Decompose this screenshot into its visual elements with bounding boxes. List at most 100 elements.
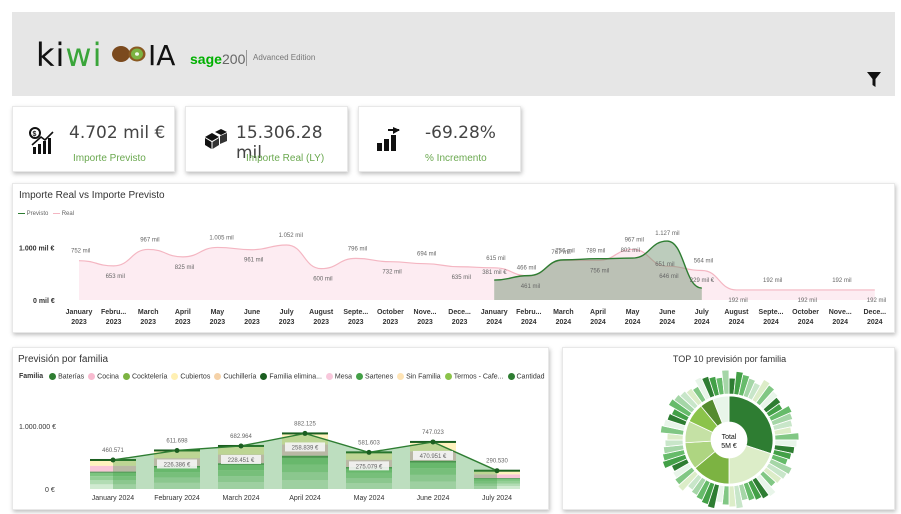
x-tick-year: 2024 xyxy=(625,319,641,326)
x-tick-month: June xyxy=(244,309,260,316)
stacked-bar-segment xyxy=(154,450,200,459)
legend-item[interactable]: Sartenes xyxy=(356,373,393,380)
legend-label: Cocktelería xyxy=(131,373,168,381)
cantidad-point xyxy=(238,443,244,449)
x-tick-label: January 2024 xyxy=(92,495,135,502)
y-tick-label: 1.000.000 € xyxy=(19,424,56,431)
chart-top10-familia[interactable]: TOP 10 previsión por familia Total 5M € xyxy=(562,347,895,510)
kiwi-fruit-icon xyxy=(112,46,146,62)
legend-dot-icon xyxy=(507,373,515,380)
kpi-incremento[interactable]: -69.28% % Incremento xyxy=(358,106,521,172)
header-banner: kiwi IA sage 200 Advanced Edition xyxy=(12,12,895,96)
stacked-bar-segment xyxy=(410,460,456,463)
sartenes-data-label: 258.839 € xyxy=(292,445,319,451)
stacked-bar-segment xyxy=(218,482,264,489)
x-tick-year: 2024 xyxy=(556,319,572,326)
previsto-data-label: 802 mil xyxy=(621,248,640,254)
x-tick-month: July xyxy=(695,309,709,316)
x-tick-month: Febru... xyxy=(516,309,541,316)
legend-dot-icon xyxy=(325,373,333,380)
x-tick-year: 2023 xyxy=(140,319,156,326)
real-data-label: 564 mil xyxy=(694,258,713,264)
data-label-bg xyxy=(285,442,325,452)
x-tick-year: 2023 xyxy=(210,319,226,326)
stacked-bar-segment xyxy=(282,433,328,445)
legend-item[interactable]: Baterías xyxy=(49,373,84,380)
y-tick-label: 1.000 mil € xyxy=(19,246,55,253)
legend-dot-icon xyxy=(397,373,405,380)
chart-title: Previsión por familia xyxy=(18,354,109,365)
real-data-label: 600 mil xyxy=(313,277,332,283)
center-value: 5M € xyxy=(721,443,737,450)
x-tick-year: 2023 xyxy=(71,319,87,326)
legend-real: Real xyxy=(61,211,75,217)
kpi-label: Importe Real (LY) xyxy=(246,153,325,164)
real-data-label: 192 mil xyxy=(798,298,817,304)
legend-item[interactable]: Mesa xyxy=(325,373,352,380)
stacked-bar-segment xyxy=(410,441,456,452)
x-tick-month: August xyxy=(309,309,334,316)
family-legend: Familia Baterías Cocina Cocktelería Cubiert… xyxy=(19,373,549,380)
sartenes-data-label: 228.451 € xyxy=(228,458,255,464)
stacked-bar-segment xyxy=(474,480,520,484)
sage-edition: Advanced Edition xyxy=(253,53,316,62)
stacked-bar-segment xyxy=(218,445,264,455)
real-data-label: 192 mil xyxy=(832,278,851,284)
stacked-bar-segment xyxy=(282,472,328,481)
x-tick-label: April 2024 xyxy=(289,495,321,502)
legend-item[interactable]: Cocina xyxy=(88,373,119,380)
x-tick-month: May xyxy=(211,309,225,316)
sage-logo: sage xyxy=(190,51,222,67)
stacked-bar-segment xyxy=(90,472,136,477)
y-tick-label: 0 € xyxy=(45,487,55,494)
previsto-area xyxy=(494,241,702,300)
legend-item[interactable]: Cantidad xyxy=(507,373,545,380)
stacked-bar-segment xyxy=(218,476,264,483)
line-area-chart: 1.000 mil € 0 mil € 752 mil 653 mil 967 mil 8… xyxy=(19,231,886,326)
cantidad-point xyxy=(174,447,180,453)
x-tick-label: May 2024 xyxy=(354,495,385,502)
legend-item[interactable]: Termos - Cafe... xyxy=(444,373,504,380)
legend-dot-icon xyxy=(171,373,179,380)
stacked-bar-segment xyxy=(282,455,328,458)
stacked-bar-segment xyxy=(218,463,264,465)
real-data-label: 961 mil xyxy=(244,258,263,264)
kpi-importe-previsto[interactable]: $ 4.702 mil € Importe Previsto xyxy=(12,106,175,172)
legend-item[interactable]: Sin Familia xyxy=(397,373,441,380)
legend-item[interactable]: Familia elimina... xyxy=(260,373,322,380)
x-tick-year: 2024 xyxy=(659,319,675,326)
stacked-bar-segment xyxy=(90,484,136,489)
total-data-label: 682.964 xyxy=(230,434,252,440)
total-data-label: 747.023 xyxy=(422,430,444,436)
x-tick-month: August xyxy=(724,309,749,316)
filter-icon[interactable] xyxy=(867,72,881,88)
legend-title: Familia xyxy=(19,373,44,381)
stacked-bar-segment xyxy=(410,468,456,475)
legend-dot-icon xyxy=(356,373,364,380)
stacked-bar-segment xyxy=(410,474,456,482)
previsto-data-label: 229 mil € xyxy=(690,278,715,284)
chart-real-vs-previsto[interactable]: Importe Real vs Importe Previsto Previst… xyxy=(12,183,895,333)
legend-item[interactable]: Cubiertos xyxy=(171,373,210,380)
total-data-label: 581.603 xyxy=(358,440,380,446)
sunburst-chart: Total 5M € xyxy=(659,369,800,509)
chart-prevision-familia[interactable]: Previsión por familia Familia Baterías Co… xyxy=(12,347,549,510)
kpi-importe-real[interactable]: 15.306.28 mil Importe Real (LY) xyxy=(185,106,348,172)
kpi-value: 15.306.28 mil xyxy=(236,123,323,163)
legend-previsto: Previsto xyxy=(26,211,49,217)
x-tick-month: January xyxy=(66,309,93,316)
x-tick-year: 2024 xyxy=(486,319,502,326)
x-tick-month: January xyxy=(481,309,508,316)
chart-title: TOP 10 previsión por familia xyxy=(672,354,787,364)
legend-item[interactable]: Cocktelería xyxy=(122,373,168,381)
x-tick-month: October xyxy=(377,309,404,316)
sartenes-data-label: 226.386 € xyxy=(164,462,191,468)
legend-label: Cubiertos xyxy=(180,373,211,381)
legend-label: Sin Familia xyxy=(406,373,441,381)
sunburst-inner-slice xyxy=(728,395,774,455)
stacked-bar-segment xyxy=(410,481,456,489)
x-tick-month: Septe... xyxy=(759,309,784,316)
sunburst-inner-slice xyxy=(712,395,730,424)
center-label: Total xyxy=(722,434,737,441)
legend-item[interactable]: Cuchillería xyxy=(214,373,256,380)
